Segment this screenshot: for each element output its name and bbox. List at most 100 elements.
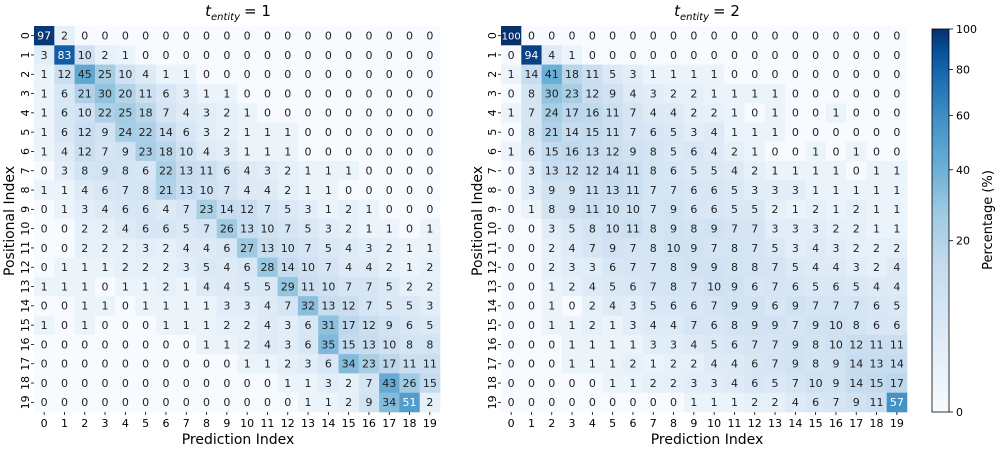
cell-value-label: 14 [890,358,904,371]
heatmap-cell [602,276,624,297]
cell-value-label: 0 [244,68,251,81]
cell-value-label: 1 [508,68,515,81]
heatmap-cell [196,122,217,143]
heatmap-cell [399,373,420,393]
x-tick-label: 16 [362,417,376,430]
x-tick-label: 2 [81,417,88,430]
cell-value-label: 0 [426,49,433,62]
cell-value-label: 0 [142,358,149,371]
cell-value-label: 0 [183,29,190,42]
x-tick-label: 13 [768,417,782,430]
cell-value-label: 1 [528,203,535,216]
heatmap-cell [115,45,136,65]
heatmap-cell [54,122,75,143]
cell-value-label: 11 [423,358,437,371]
heatmap-cell [764,257,786,278]
heatmap-cell [541,45,563,65]
heatmap-cell [521,257,542,278]
cell-value-label: 8 [81,165,88,178]
heatmap-cell [135,103,157,123]
heatmap-cell [135,219,157,239]
cell-value-label: 1 [81,300,88,313]
heatmap-cell [561,238,583,258]
heatmap-cell [54,238,75,258]
cell-value-label: 0 [711,29,718,42]
cell-value-label: 9 [772,319,779,332]
heatmap-cell [94,219,116,239]
cell-value-label: 12 [606,145,620,158]
x-tick-label: 11 [260,417,274,430]
cell-value-label: 1 [41,145,48,158]
heatmap-cell [825,373,847,393]
cell-value-label: 8 [812,338,819,351]
heatmap-cell [622,122,644,143]
heatmap-cell [318,219,339,239]
cell-value-label: 1 [102,261,109,274]
heatmap-cell [805,122,827,143]
cell-value-label: 4 [264,338,271,351]
cell-value-label: 51 [403,396,417,409]
cell-value-label: 0 [81,29,88,42]
cell-value-label: 0 [832,29,839,42]
heatmap-cell [724,219,745,239]
heatmap-cell [643,103,664,123]
heatmap-cell [34,45,55,65]
heatmap-cell [846,373,867,393]
heatmap-cell [744,257,766,278]
cell-value-label: 4 [203,242,210,255]
heatmap-cell [683,103,705,123]
heatmap-cell [257,64,278,85]
cell-value-label: 1 [305,184,312,197]
cell-value-label: 1 [61,280,68,293]
heatmap-cell [643,373,664,393]
heatmap-cell [805,26,827,46]
heatmap-cell [622,64,644,85]
heatmap-cell [541,296,563,316]
cell-value-label: 14 [159,126,173,139]
panel-2-ylabel: Positional Index [470,166,486,276]
heatmap-cell [54,257,75,278]
heatmap-cell [237,257,258,278]
cell-value-label: 1 [122,49,129,62]
cell-value-label: 0 [264,377,271,390]
heatmap-cell [622,26,644,46]
panel-2-title: tentity = 2 [674,2,740,23]
cell-value-label: 4 [629,87,636,100]
heatmap-cell [501,199,522,220]
cell-value-label: 3 [305,203,312,216]
panel-1-xlabel: Prediction Index [182,432,295,448]
cell-value-label: 5 [244,280,251,293]
cell-value-label: 2 [873,242,880,255]
heatmap-cell [582,199,603,220]
cell-value-label: 0 [548,358,555,371]
cell-value-label: 10 [78,49,92,62]
cell-value-label: 0 [508,338,515,351]
cell-value-label: 9 [102,165,109,178]
cell-value-label: 9 [569,184,576,197]
cell-value-label: 1 [142,300,149,313]
cell-value-label: 0 [650,396,657,409]
cell-value-label: 5 [711,165,718,178]
heatmap-cell [805,180,827,200]
cell-value-label: 4 [203,145,210,158]
heatmap-cell [155,103,177,123]
heatmap-cell [501,334,522,355]
cell-value-label: 1 [772,165,779,178]
cell-value-label: 1 [142,280,149,293]
cell-value-label: 0 [102,377,109,390]
heatmap-cell [155,296,177,316]
cell-value-label: 3 [751,184,758,197]
heatmap-cell [34,122,55,143]
cell-value-label: 3 [548,222,555,235]
cell-value-label: 0 [873,87,880,100]
cell-value-label: 3 [61,165,68,178]
cell-value-label: 0 [528,261,535,274]
cell-value-label: 1 [41,280,48,293]
heatmap-cell [521,45,542,65]
cell-value-label: 4 [731,358,738,371]
cell-value-label: 13 [362,338,376,351]
cell-value-label: 1 [832,184,839,197]
heatmap-cell [74,26,96,46]
cell-value-label: 1 [731,107,738,120]
